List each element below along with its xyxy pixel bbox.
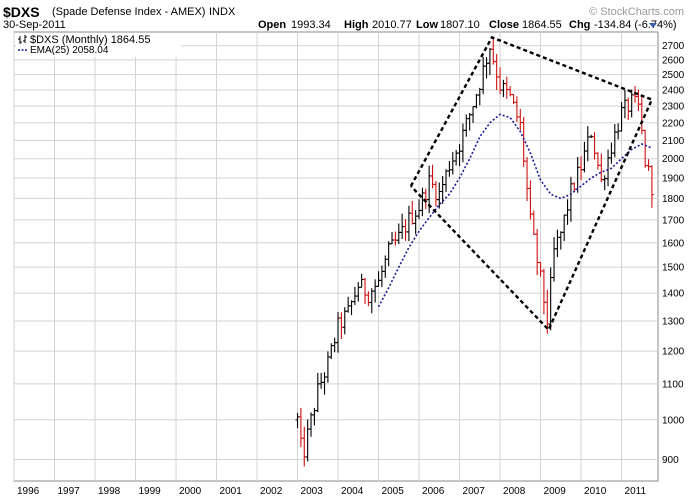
chg-label: Chg (569, 19, 590, 31)
legend-box (16, 33, 181, 57)
x-tick-label: 2001 (220, 486, 243, 497)
low-value: 1807.10 (440, 19, 480, 31)
index-name: (Spade Defense Index - AMEX) (52, 6, 205, 18)
close-value: 1864.55 (522, 19, 562, 31)
x-tick-label: 2005 (382, 486, 405, 497)
dropdown-arrow-icon[interactable] (649, 23, 657, 28)
ema-series (377, 113, 653, 308)
low-label: Low (416, 19, 438, 31)
high-value: 2010.77 (372, 19, 412, 31)
y-tick-label: 2700 (662, 41, 685, 52)
y-tick-label: 1800 (662, 194, 685, 205)
symbol-title: $DXS (3, 4, 40, 20)
legend-price: $DXS (Monthly) 1864.55 (30, 34, 150, 46)
diamond-pattern (409, 35, 654, 332)
ohlc-bar (649, 165, 654, 208)
open-label: Open (258, 19, 286, 31)
x-tick-label: 2000 (179, 486, 202, 497)
y-tick-label: 1300 (662, 316, 685, 327)
y-tick-label: 2100 (662, 136, 685, 147)
y-tick-label: 1500 (662, 263, 685, 274)
chart-legend: $DXS (Monthly) 1864.55 EMA(25) 2058.04 (16, 33, 181, 57)
y-tick-label: 2000 (662, 154, 685, 165)
x-tick-label: 2008 (503, 486, 526, 497)
y-tick-label: 1400 (662, 289, 685, 300)
plot-frame (13, 31, 659, 482)
y-tick-label: 1700 (662, 215, 685, 226)
x-tick-label: 2010 (584, 486, 607, 497)
ema-line (377, 113, 653, 308)
x-tick-label: 2003 (301, 486, 324, 497)
x-tick-label: 2006 (422, 486, 445, 497)
diamond-outline (409, 35, 654, 332)
exchange-label: INDX (209, 6, 236, 18)
y-gridlines (14, 45, 658, 460)
ohlc-legend-icon (18, 35, 27, 44)
x-tick-label: 2007 (463, 486, 486, 497)
stockcharts-watermark: © StockCharts.com (589, 6, 684, 18)
y-axis-labels: 900 1000 1100 1200 1300 1400 1500 1600 1700 1800 1… (662, 41, 685, 466)
y-tick-label: 1900 (662, 174, 685, 185)
y-tick-label: 1600 (662, 238, 685, 249)
chart-header: $DXS (Spade Defense Index - AMEX) INDX 3… (3, 4, 684, 31)
y-tick-label: 1000 (662, 415, 685, 426)
y-tick-label: 900 (662, 455, 679, 466)
x-tick-label: 2004 (341, 486, 364, 497)
chg-value: -134.84 (-6.74%) (594, 19, 677, 31)
high-label: High (344, 19, 369, 31)
x-gridlines (13, 32, 623, 481)
x-tick-label: 1996 (17, 486, 40, 497)
x-tick-label: 1998 (98, 486, 121, 497)
x-tick-label: 2011 (625, 486, 647, 497)
x-tick-label: 1999 (139, 486, 162, 497)
x-tick-label: 1997 (58, 486, 81, 497)
open-value: 1993.34 (291, 19, 331, 31)
close-label: Close (489, 19, 519, 31)
ohlc-bars (295, 36, 654, 467)
legend-ema: EMA(25) 2058.04 (30, 45, 109, 56)
y-tick-label: 2300 (662, 102, 685, 113)
chart-date: 30-Sep-2011 (3, 19, 66, 31)
y-tick-label: 2200 (662, 118, 685, 129)
y-tick-label: 2400 (662, 86, 685, 97)
x-tick-label: 2009 (544, 486, 567, 497)
y-tick-label: 2500 (662, 70, 685, 81)
y-tick-label: 1200 (662, 347, 685, 358)
y-tick-label: 2600 (662, 55, 685, 66)
x-axis-labels: 1996 1997 1998 1999 2000 2001 2002 2003 2004 2005… (17, 486, 646, 497)
x-tick-label: 2002 (260, 486, 283, 497)
y-tick-label: 1100 (662, 379, 684, 390)
